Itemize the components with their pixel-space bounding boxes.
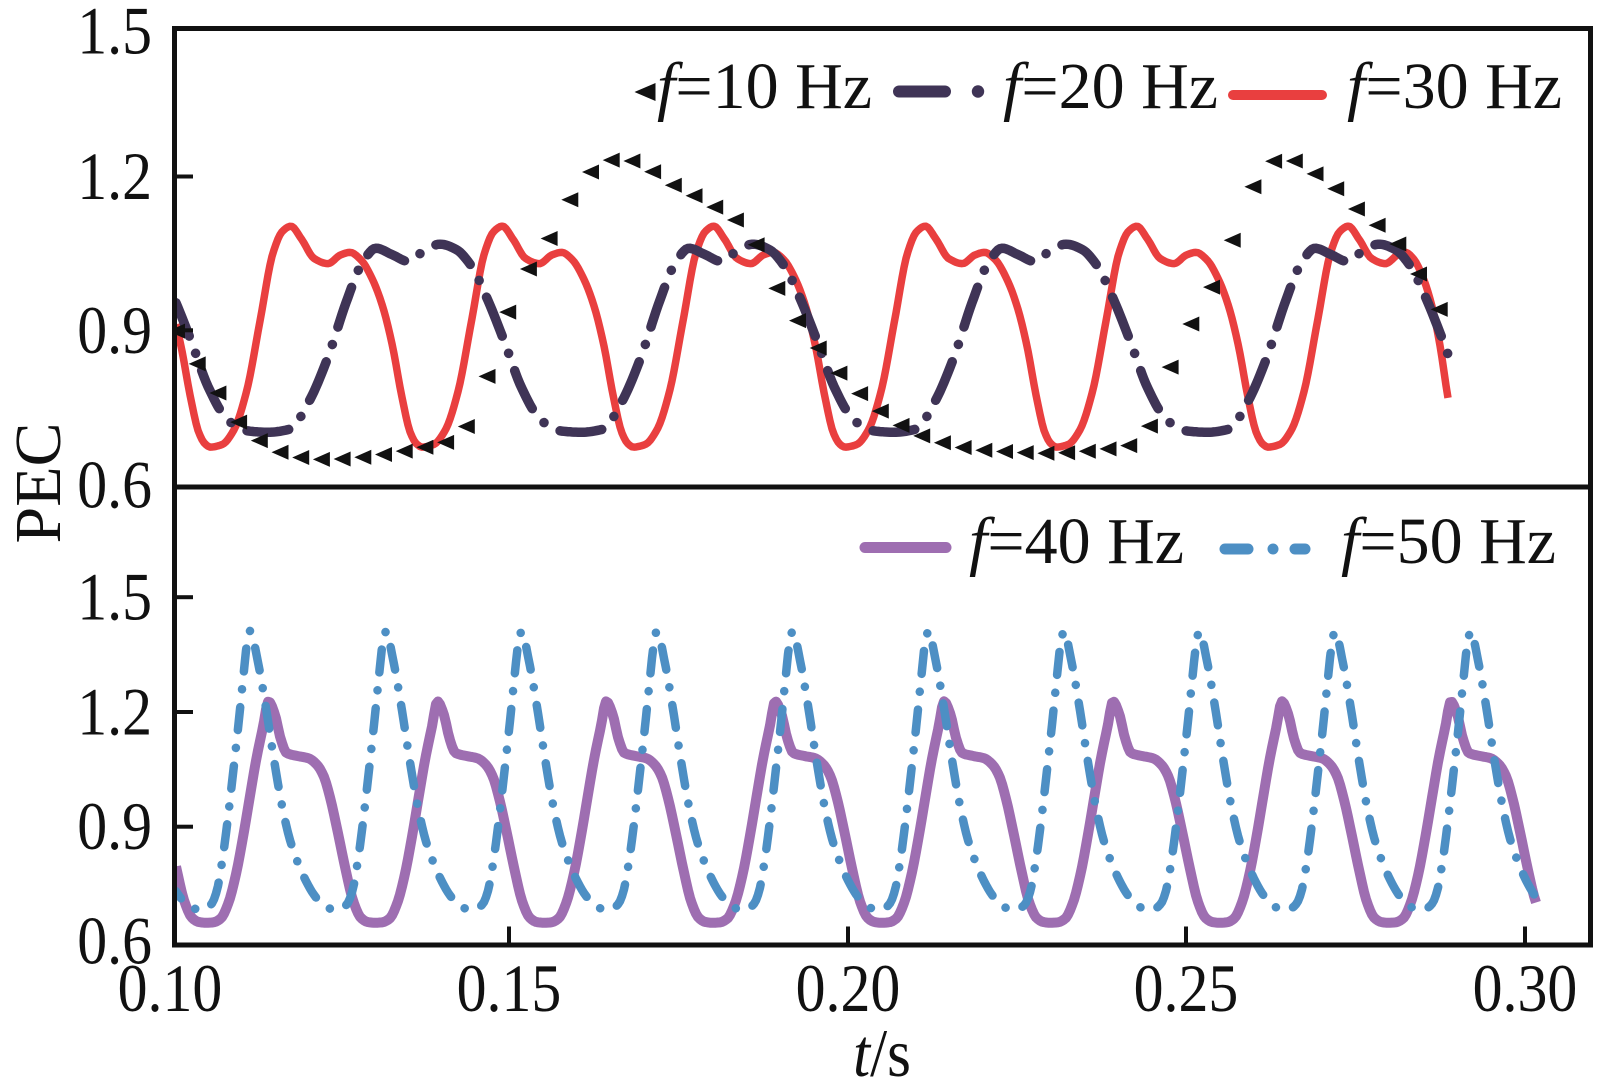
svg-text:0.25: 0.25 <box>1134 950 1239 1025</box>
svg-text:1.5: 1.5 <box>77 0 152 68</box>
svg-text:0.9: 0.9 <box>77 789 152 864</box>
svg-text:1.5: 1.5 <box>77 559 152 634</box>
svg-text:f=40 Hz: f=40 Hz <box>969 505 1184 578</box>
svg-text:f=20 Hz: f=20 Hz <box>1003 50 1218 123</box>
svg-text:f=30 Hz: f=30 Hz <box>1347 50 1562 123</box>
svg-text:0.20: 0.20 <box>796 950 901 1025</box>
svg-text:0.15: 0.15 <box>457 950 562 1025</box>
svg-text:t/s: t/s <box>853 1015 911 1083</box>
svg-text:0.6: 0.6 <box>77 447 152 522</box>
svg-text:1.2: 1.2 <box>77 138 152 213</box>
svg-text:0.9: 0.9 <box>77 292 152 367</box>
svg-text:PEC: PEC <box>2 422 75 543</box>
svg-text:0.6: 0.6 <box>77 903 152 978</box>
svg-text:1.2: 1.2 <box>77 674 152 749</box>
svg-text:f=50 Hz: f=50 Hz <box>1341 505 1556 578</box>
svg-text:0.30: 0.30 <box>1473 950 1578 1025</box>
svg-text:0.10: 0.10 <box>118 950 223 1025</box>
svg-text:f=10 Hz: f=10 Hz <box>657 50 872 123</box>
